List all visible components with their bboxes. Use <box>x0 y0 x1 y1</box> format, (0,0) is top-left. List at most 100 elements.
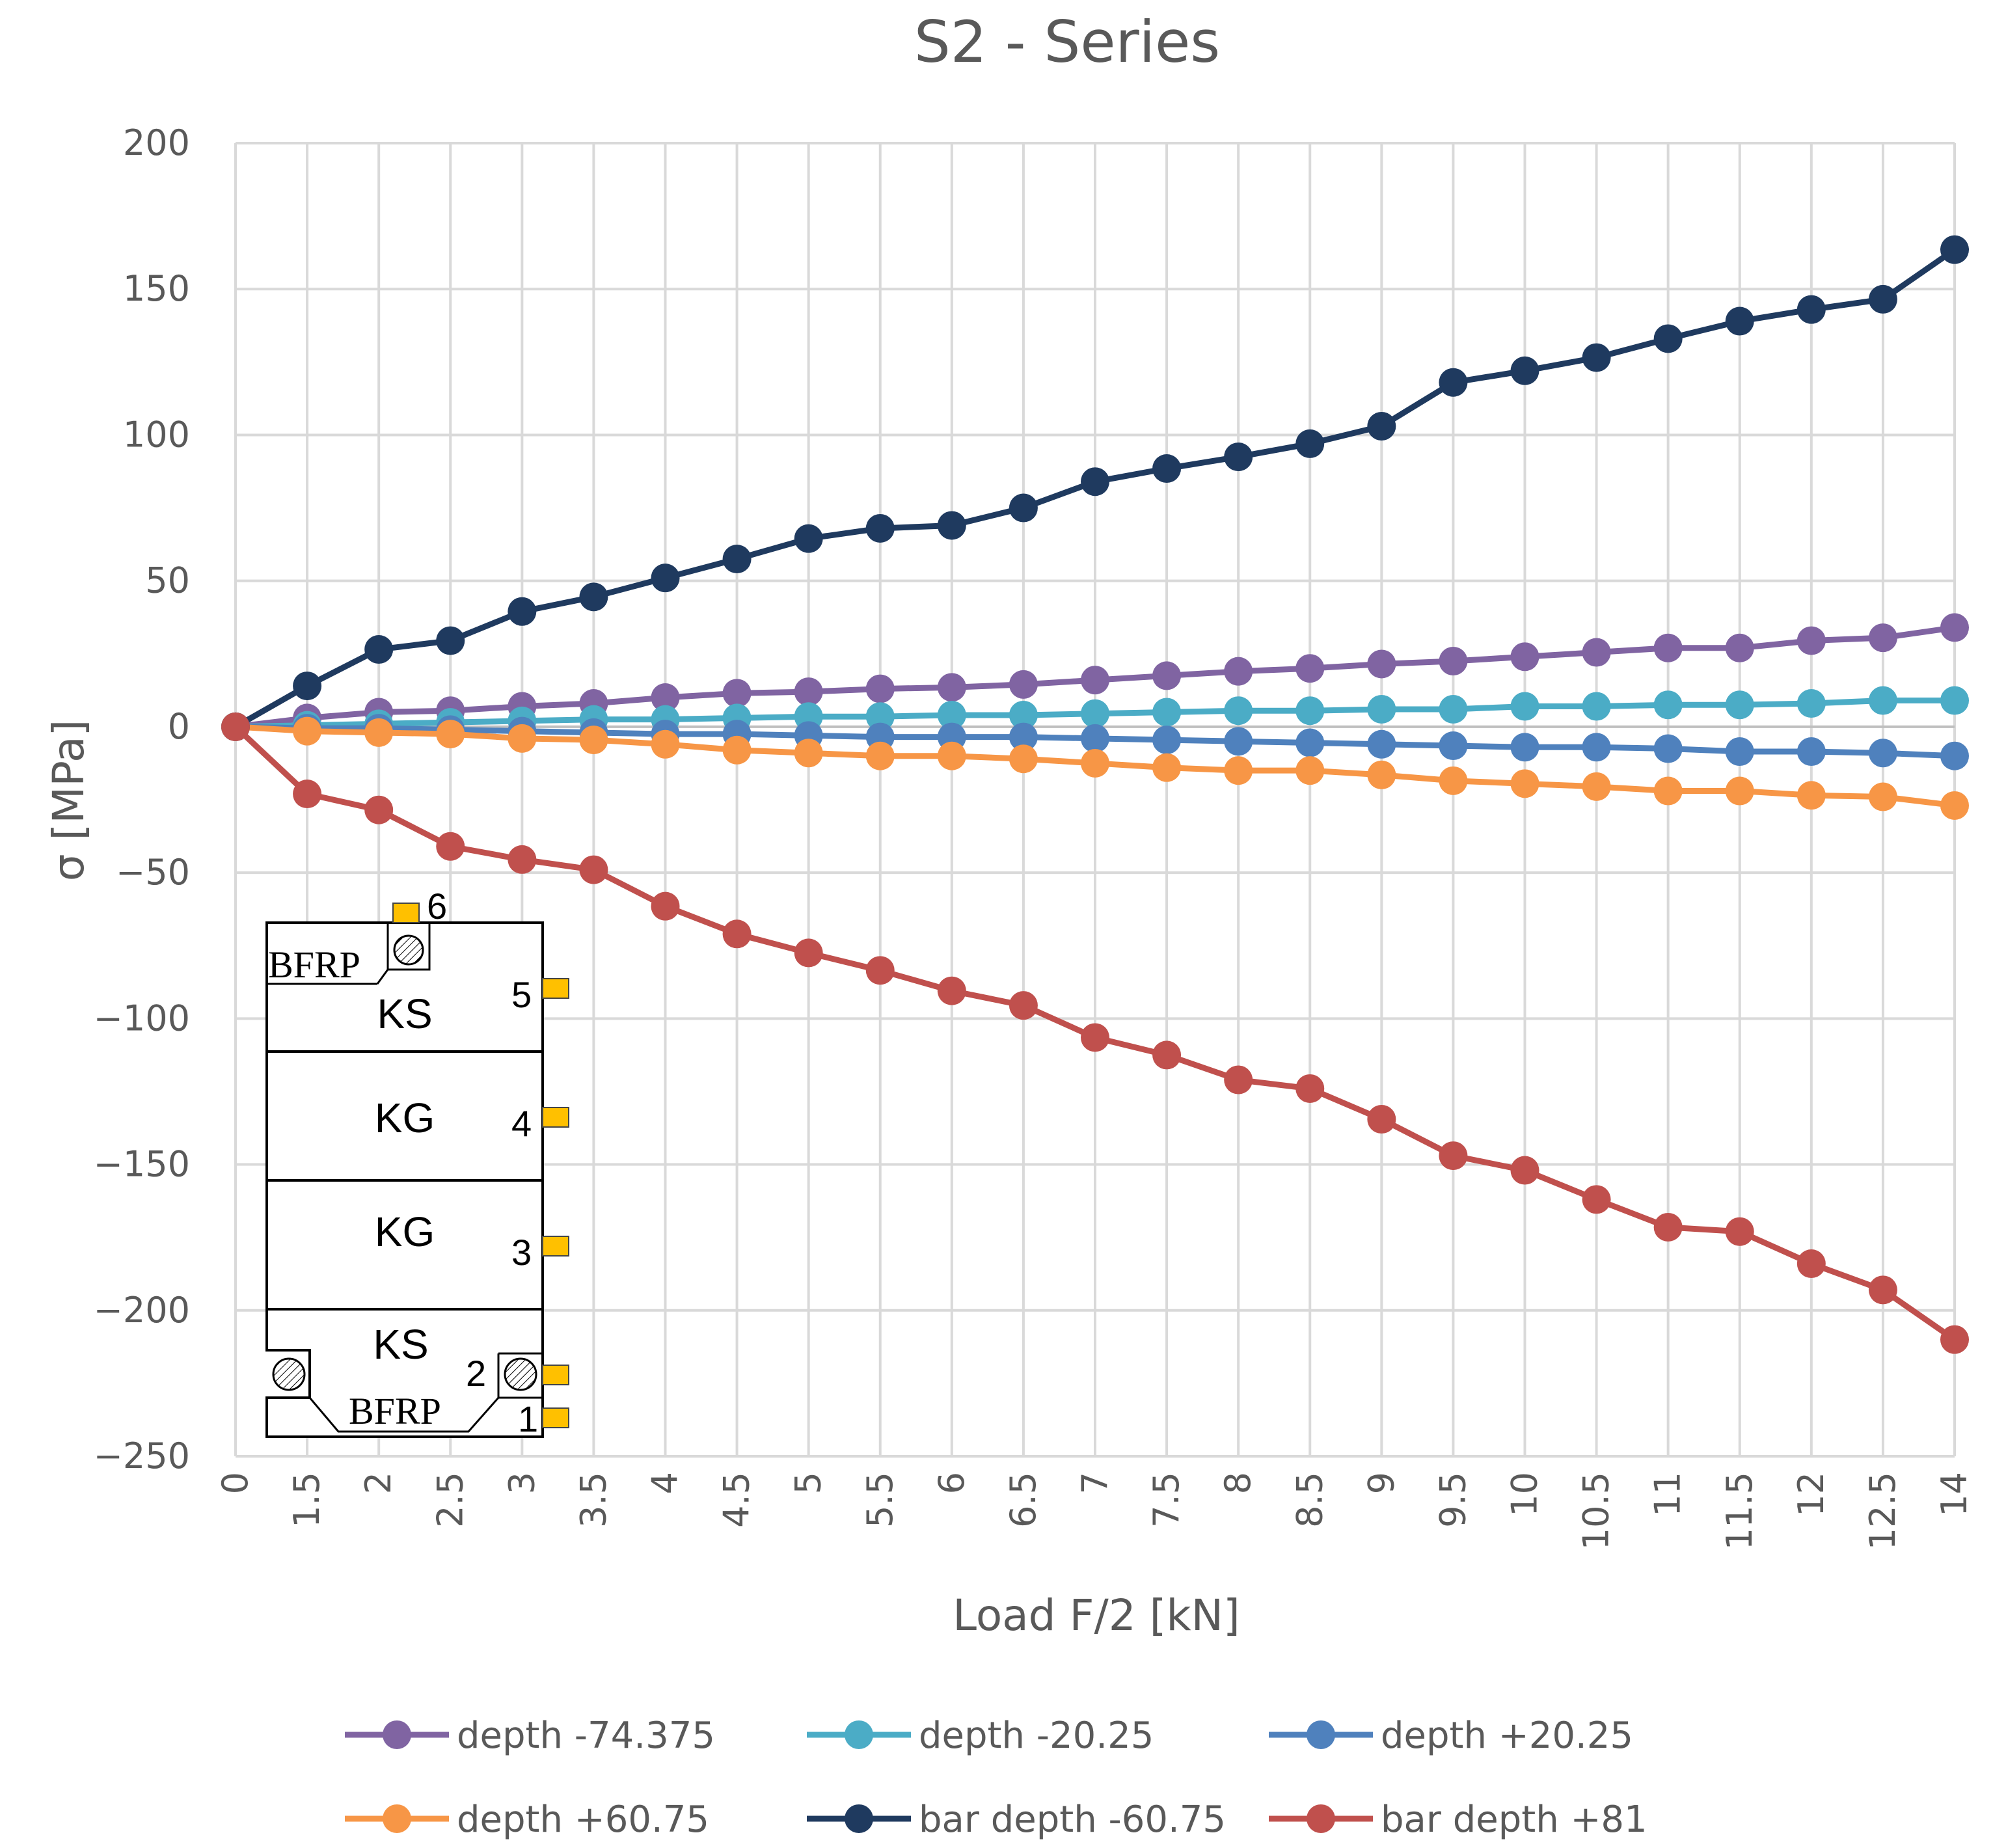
x-tick-label: 14 <box>1934 1472 1975 1517</box>
data-point <box>865 741 895 770</box>
data-point <box>1582 772 1611 801</box>
x-tick-label: 7 <box>1074 1472 1115 1494</box>
data-point <box>1295 1074 1325 1103</box>
data-point <box>436 720 465 749</box>
legend-swatch-marker <box>383 1720 411 1749</box>
data-point <box>1725 737 1754 767</box>
legend-label: bar depth +81 <box>1381 1799 1647 1841</box>
legend-swatch-marker <box>1307 1804 1335 1833</box>
legend-swatch-marker <box>1307 1720 1335 1749</box>
data-point <box>1653 690 1683 720</box>
legend-label: bar depth -60.75 <box>919 1799 1226 1841</box>
data-point <box>1510 769 1539 798</box>
x-tick-label: 5 <box>788 1472 829 1494</box>
data-point <box>1868 284 1897 314</box>
bottom-right-bar-circle <box>504 1357 537 1391</box>
data-point <box>1224 657 1253 686</box>
data-point <box>794 524 823 553</box>
data-point <box>1940 613 1969 642</box>
inset-outline <box>265 921 544 1438</box>
x-tick-label: 10.5 <box>1576 1472 1617 1550</box>
x-tick-label: 12.5 <box>1862 1472 1903 1550</box>
data-point <box>1295 696 1325 726</box>
x-tick-label: 4 <box>645 1472 686 1494</box>
x-tick-label: 2.5 <box>429 1472 470 1528</box>
x-tick-label: 8 <box>1217 1472 1258 1494</box>
x-tick-label: 10 <box>1504 1472 1545 1517</box>
x-tick-label: 1.5 <box>286 1472 327 1528</box>
legend: depth -74.375 depth -20.25 depth +20.25 dep… <box>345 1715 1647 1841</box>
bottom-bfrp-leader <box>308 1397 500 1433</box>
gauge-number-2: 2 <box>466 1353 486 1394</box>
data-point <box>1367 649 1396 679</box>
data-point <box>794 739 823 768</box>
data-point <box>1081 467 1109 496</box>
data-point <box>1510 642 1539 672</box>
y-tick-label: 0 <box>168 706 190 747</box>
legend-item: depth -74.375 <box>345 1715 715 1757</box>
top-bar-circle <box>393 934 424 966</box>
data-point <box>865 513 895 543</box>
data-point <box>436 626 465 655</box>
cross-section-inset: KS KG KG KS BFRP BFRP 6 5 4 3 2 1 <box>265 886 569 1439</box>
x-tick-label: 8.5 <box>1289 1472 1330 1528</box>
inset-label-kg-lower: KG <box>375 1208 435 1255</box>
gauge-marker-2 <box>542 1365 569 1385</box>
data-point <box>1009 670 1038 699</box>
data-point <box>1439 1141 1468 1171</box>
data-point <box>508 724 537 753</box>
data-point <box>1868 1275 1897 1305</box>
data-point <box>1152 1040 1182 1070</box>
data-point <box>1295 654 1325 683</box>
series-layer <box>221 235 1969 1354</box>
inset-label-kg-upper: KG <box>375 1094 435 1141</box>
data-point <box>1009 700 1038 729</box>
data-point <box>1868 739 1897 768</box>
series-5 <box>221 712 1969 1354</box>
gauge-marker-4 <box>542 1107 569 1128</box>
data-point <box>1940 1325 1969 1354</box>
gauge-number-6: 6 <box>427 886 447 927</box>
data-point <box>1081 724 1109 753</box>
data-point <box>794 938 823 968</box>
legend-label: depth +20.25 <box>1381 1715 1633 1757</box>
data-point <box>364 718 394 747</box>
data-point <box>1224 756 1253 785</box>
data-point <box>1796 689 1826 718</box>
x-tick-label: 6.5 <box>1003 1472 1044 1528</box>
data-point <box>364 635 394 664</box>
data-point <box>1081 748 1109 778</box>
data-point <box>1510 733 1539 762</box>
x-tick-label: 6 <box>931 1472 972 1494</box>
data-point <box>651 891 680 921</box>
data-point <box>937 700 966 729</box>
data-point <box>865 956 895 985</box>
data-point <box>1653 1212 1683 1242</box>
legend-item: bar depth +81 <box>1269 1799 1647 1841</box>
data-point <box>1796 781 1826 810</box>
data-point <box>1152 698 1182 727</box>
data-point <box>1653 734 1683 763</box>
gauge-number-5: 5 <box>511 974 532 1015</box>
legend-swatch-marker <box>383 1804 411 1833</box>
data-point <box>794 677 823 707</box>
legend-label: depth -74.375 <box>457 1715 715 1757</box>
x-tick-label: 0 <box>215 1472 256 1494</box>
data-point <box>1439 694 1468 724</box>
y-tick-label: −200 <box>94 1290 190 1331</box>
data-point <box>1224 696 1253 726</box>
gauge-number-3: 3 <box>511 1232 532 1273</box>
y-tick-label: −250 <box>94 1435 190 1476</box>
legend-item: depth +60.75 <box>345 1799 709 1841</box>
data-point <box>1940 791 1969 820</box>
data-point <box>1439 766 1468 795</box>
data-point <box>1868 623 1897 653</box>
data-point <box>1009 991 1038 1020</box>
data-point <box>293 716 322 746</box>
top-bar-groove <box>386 923 431 971</box>
data-point <box>1725 633 1754 662</box>
data-point <box>1510 356 1539 385</box>
legend-label: depth +60.75 <box>457 1799 709 1841</box>
gauge-number-4: 4 <box>511 1103 532 1144</box>
data-point <box>1653 776 1683 806</box>
